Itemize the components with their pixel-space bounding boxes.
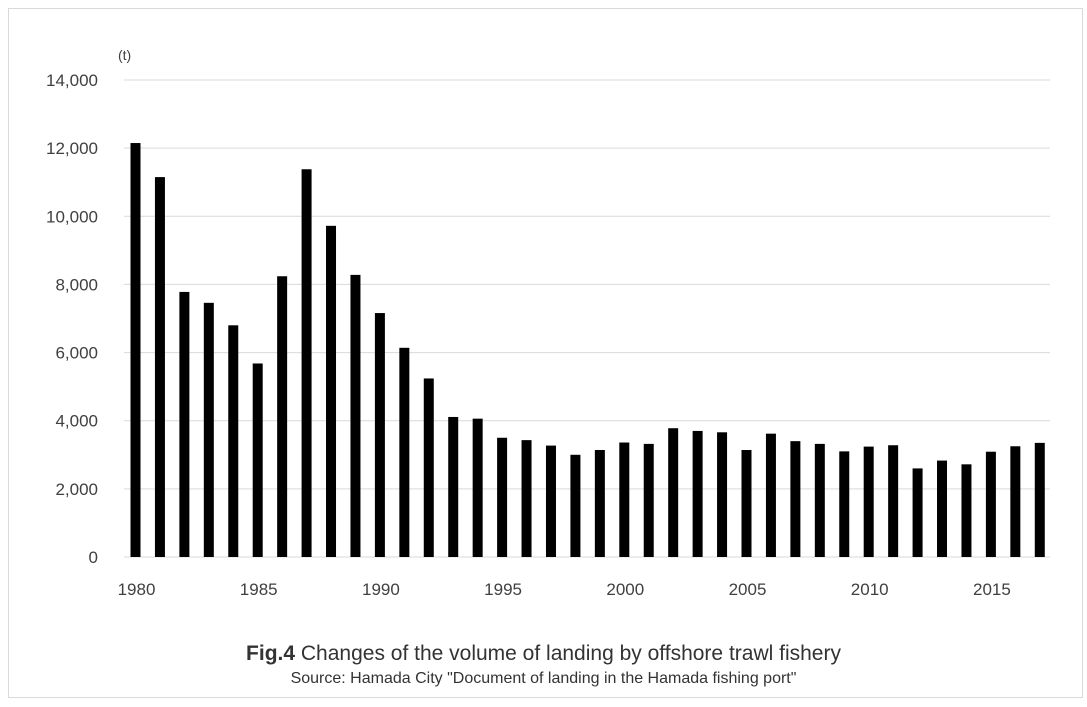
x-tick-label: 1980 — [118, 580, 156, 599]
y-tick-label: 8,000 — [55, 275, 98, 294]
bar-2010 — [863, 446, 874, 557]
y-tick-label: 14,000 — [46, 71, 98, 90]
bar-2000 — [619, 442, 630, 557]
y-axis-unit-label: (t) — [118, 47, 131, 63]
bar-2015 — [985, 451, 996, 557]
bar-1991 — [399, 347, 410, 557]
bar-1996 — [521, 440, 532, 557]
bar-2006 — [765, 433, 776, 557]
bar-2009 — [839, 451, 850, 557]
figure-source: Source: Hamada City "Document of landing… — [290, 670, 797, 687]
x-tick-label: 1990 — [362, 580, 400, 599]
x-tick-label: 2015 — [973, 580, 1011, 599]
x-tick-label: 1995 — [484, 580, 522, 599]
bar-1998 — [570, 454, 581, 557]
bar-1990 — [374, 313, 385, 557]
bar-1983 — [203, 302, 214, 557]
bar-1986 — [277, 276, 288, 557]
bar-2016 — [1010, 446, 1021, 557]
bar-1980 — [130, 143, 141, 557]
bar-chart: 02,0004,0006,0008,00010,00012,00014,000 … — [46, 47, 1050, 599]
bars — [130, 143, 1045, 557]
figure-caption: Fig.4 Changes of the volume of landing b… — [0, 640, 1087, 690]
y-tick-label: 4,000 — [55, 412, 98, 431]
bar-1997 — [545, 445, 556, 557]
figure-title: Changes of the volume of landing by offs… — [295, 642, 841, 665]
gridlines — [124, 79, 1050, 558]
y-tick-label: 2,000 — [55, 480, 98, 499]
bar-2013 — [937, 460, 948, 557]
y-tick-label: 6,000 — [55, 344, 98, 363]
bar-2003 — [692, 430, 703, 557]
bar-2011 — [888, 445, 899, 557]
bar-1999 — [594, 450, 605, 557]
y-tick-label: 10,000 — [46, 207, 98, 226]
x-tick-label: 2000 — [606, 580, 644, 599]
bar-1984 — [228, 325, 239, 557]
bar-1993 — [448, 416, 459, 557]
x-tick-label: 1985 — [240, 580, 278, 599]
bar-2014 — [961, 464, 972, 557]
bar-1994 — [472, 418, 483, 557]
chart-frame — [8, 8, 1083, 698]
bar-1982 — [179, 291, 190, 557]
x-axis-tick-labels: 1980 1985 1990 1995 2000 2005 2010 2015 — [118, 580, 1011, 599]
bar-2007 — [790, 441, 801, 557]
bar-2002 — [668, 428, 679, 557]
caption-title-line: Fig.4 Changes of the volume of landing b… — [0, 640, 1087, 668]
bar-1992 — [423, 378, 434, 557]
bar-2012 — [912, 468, 923, 557]
bar-1985 — [252, 363, 263, 557]
bar-1995 — [497, 437, 508, 557]
bar-2001 — [643, 443, 654, 557]
bar-2004 — [717, 432, 728, 557]
x-tick-label: 2005 — [729, 580, 767, 599]
bar-1981 — [154, 177, 165, 557]
bar-1989 — [350, 274, 361, 557]
bar-2008 — [814, 443, 825, 557]
y-axis-tick-labels: 0 2,000 4,000 6,000 8,000 10,000 12,000 14,000 — [46, 71, 98, 567]
bar-2005 — [741, 450, 752, 557]
x-tick-label: 2010 — [851, 580, 889, 599]
figure-number: Fig.4 — [246, 642, 296, 665]
y-tick-label: 0 — [89, 548, 98, 567]
bar-1988 — [326, 225, 337, 557]
bar-1987 — [301, 169, 312, 557]
y-tick-label: 12,000 — [46, 139, 98, 158]
bar-2017 — [1034, 442, 1045, 557]
